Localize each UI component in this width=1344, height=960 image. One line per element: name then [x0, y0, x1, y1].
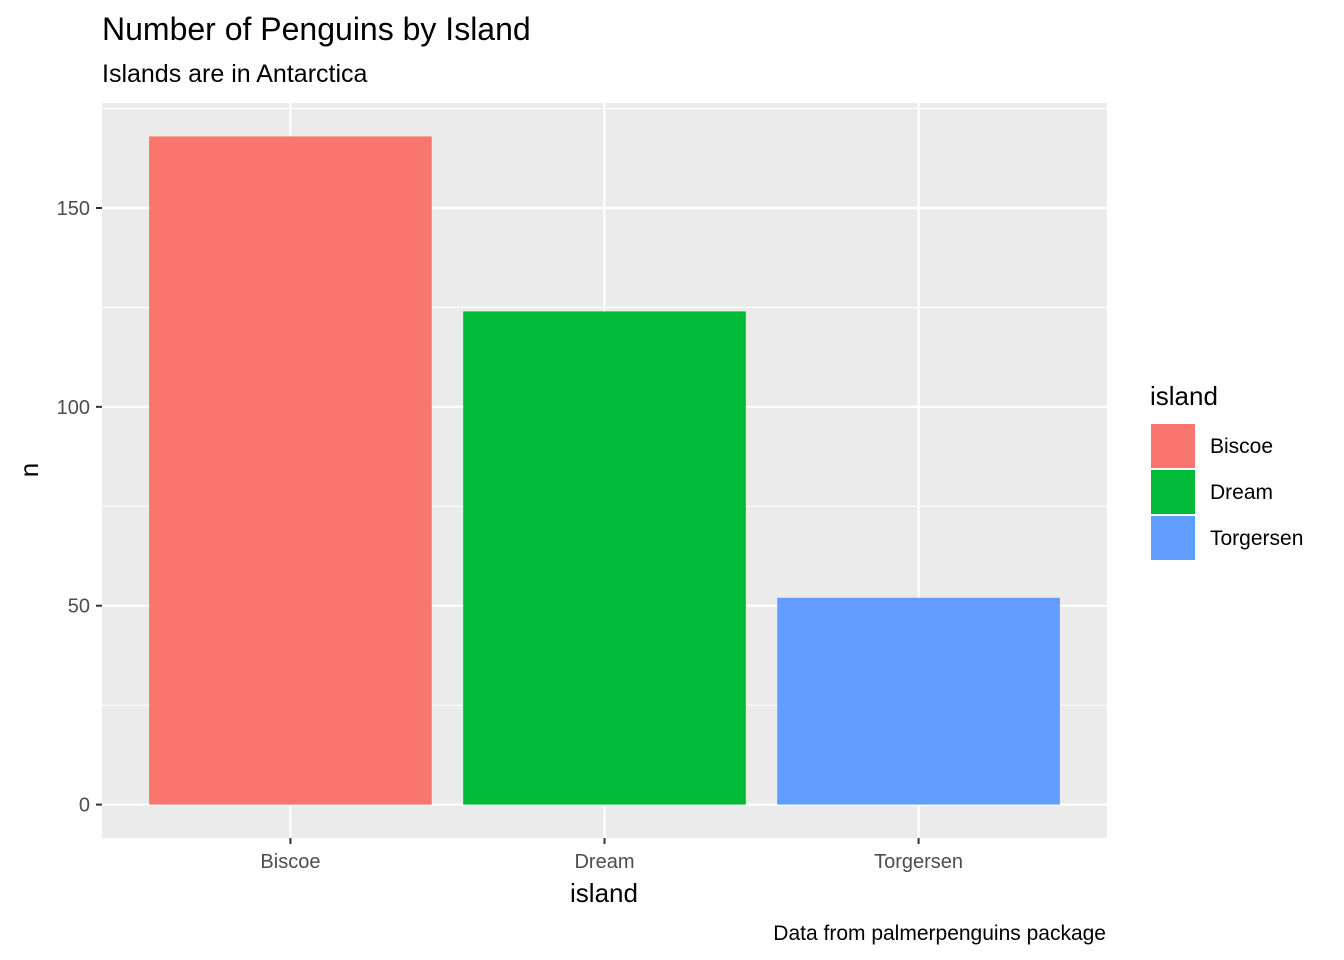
y-tick-label: 150	[57, 198, 90, 220]
x-tick-label: Dream	[574, 851, 634, 873]
x-axis-title: island	[570, 878, 638, 908]
x-axis: Biscoe Dream Torgersen	[260, 838, 963, 873]
bar-biscoe	[149, 136, 432, 805]
chart-title: Number of Penguins by Island	[102, 11, 531, 47]
legend-label: Torgersen	[1210, 527, 1303, 550]
legend-key-torgersen	[1149, 514, 1197, 562]
legend-label: Biscoe	[1210, 435, 1273, 458]
x-tick-label: Torgersen	[874, 851, 963, 873]
legend-key-dream	[1149, 468, 1197, 516]
legend-title: island	[1150, 381, 1218, 411]
y-tick-label: 50	[68, 596, 90, 618]
legend-label: Dream	[1210, 481, 1273, 504]
chart-caption: Data from palmerpenguins package	[773, 922, 1106, 945]
y-tick-label: 100	[57, 397, 90, 419]
legend: island Biscoe Dream Torgersen	[1149, 381, 1303, 562]
y-tick-label: 0	[79, 795, 90, 817]
x-tick-label: Biscoe	[260, 851, 320, 873]
legend-key-biscoe	[1149, 422, 1197, 470]
y-axis: 0 50 100 150	[57, 198, 102, 817]
chart-subtitle: Islands are in Antarctica	[102, 60, 368, 88]
bars	[149, 136, 1060, 805]
y-axis-title: n	[14, 463, 44, 477]
bar-torgersen	[777, 597, 1060, 805]
bar-dream	[463, 311, 746, 805]
